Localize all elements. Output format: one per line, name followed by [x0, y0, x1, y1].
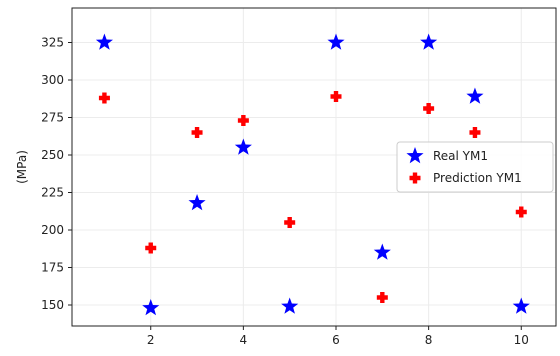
real-point — [466, 87, 484, 104]
real-point — [420, 33, 438, 50]
legend-label: Prediction YM1 — [433, 171, 522, 185]
x-tick-label: 2 — [147, 333, 155, 347]
y-tick-label: 325 — [41, 36, 64, 50]
prediction-point — [515, 206, 527, 218]
legend: Real YM1 Prediction YM1 — [396, 141, 554, 193]
x-tick-label: 8 — [425, 333, 433, 347]
y-tick-label: 175 — [41, 261, 64, 275]
prediction-point — [284, 217, 296, 228]
real-point — [234, 138, 252, 155]
x-tick-label: 4 — [240, 333, 248, 347]
prediction-point — [376, 292, 388, 303]
real-point — [512, 297, 530, 314]
legend-marker — [409, 172, 421, 184]
y-tick-label: 225 — [41, 186, 64, 200]
real-point — [95, 33, 113, 50]
x-tick-label: 6 — [332, 333, 340, 347]
axis-ticks: 2 4 6 8 10 150 175 200 225 250 275 300 325 — [41, 36, 529, 348]
legend-marker — [406, 147, 424, 164]
y-tick-label: 250 — [41, 148, 64, 162]
prediction-point — [423, 103, 435, 114]
real-point — [373, 243, 391, 260]
y-tick-label: 275 — [41, 111, 64, 125]
y-tick-label: 150 — [41, 298, 64, 312]
prediction-point — [469, 127, 481, 138]
plot-frame — [71, 7, 557, 327]
prediction-point — [237, 115, 249, 126]
real-point — [281, 297, 299, 314]
real-point — [142, 299, 160, 316]
prediction-point — [145, 242, 157, 254]
prediction-point — [98, 92, 110, 104]
y-tick-label: 200 — [41, 223, 64, 237]
prediction-point — [191, 127, 203, 138]
legend-label: Real YM1 — [433, 149, 488, 163]
y-axis-label: (MPa) — [15, 150, 29, 184]
real-point — [188, 194, 206, 211]
real-point — [327, 33, 345, 50]
x-tick-label: 10 — [514, 333, 529, 347]
prediction-point — [330, 91, 342, 102]
data-points — [95, 33, 530, 316]
legend-box — [396, 141, 554, 193]
y-tick-label: 300 — [41, 73, 64, 87]
